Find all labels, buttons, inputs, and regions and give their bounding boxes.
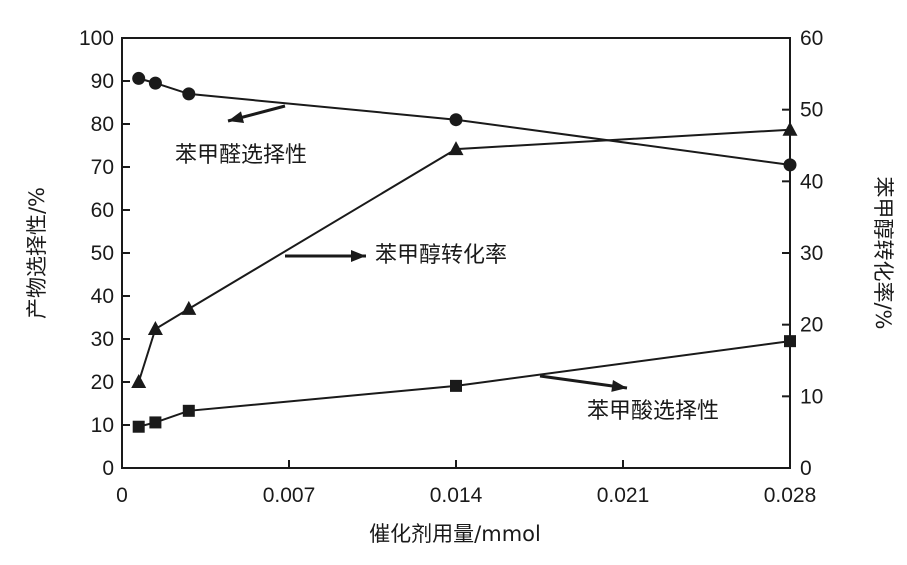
left-y-tick-label: 0 bbox=[102, 457, 114, 480]
left-y-axis-title: 产物选择性/% bbox=[25, 187, 49, 319]
left-y-tick-label: 30 bbox=[91, 328, 114, 351]
annotation-arrow-benzoic-acid-head bbox=[611, 380, 627, 392]
annotation-arrow-benzaldehyde-head bbox=[228, 111, 245, 123]
left-y-tick-label: 100 bbox=[79, 27, 114, 50]
right-y-axis: 0 10 20 30 40 50 60 bbox=[782, 27, 823, 480]
left-y-tick-label: 10 bbox=[91, 414, 114, 437]
data-point-benzaldehyde bbox=[449, 113, 463, 127]
data-point-conversion bbox=[782, 121, 798, 136]
x-tick-label: 0 bbox=[116, 484, 128, 507]
right-y-tick-label: 50 bbox=[800, 99, 823, 122]
annotation-arrow-conversion-head bbox=[351, 250, 366, 262]
data-point-conversion bbox=[181, 300, 197, 315]
right-y-tick-label: 30 bbox=[800, 242, 823, 265]
left-y-tick-label: 20 bbox=[91, 371, 114, 394]
annotation-label-benzaldehyde: 苯甲醛选择性 bbox=[175, 143, 307, 168]
right-y-tick-label: 20 bbox=[800, 314, 823, 337]
right-y-tick-label: 0 bbox=[800, 457, 812, 480]
data-point-benzoic-acid bbox=[784, 335, 796, 348]
left-y-axis: 0 10 20 30 40 50 60 70 80 90 100 bbox=[79, 27, 130, 480]
right-y-tick-label: 60 bbox=[800, 27, 823, 50]
x-tick-label: 0.014 bbox=[430, 484, 483, 507]
data-point-benzoic-acid bbox=[450, 379, 462, 392]
x-axis: 0 0.007 0.014 0.021 0.028 bbox=[116, 460, 816, 507]
x-tick-label: 0.021 bbox=[597, 484, 650, 507]
left-y-tick-label: 50 bbox=[91, 242, 114, 265]
left-y-tick-label: 70 bbox=[91, 156, 114, 179]
left-y-tick-label: 40 bbox=[91, 285, 114, 308]
x-axis-title: 催化剂用量/mmol bbox=[369, 522, 541, 546]
data-point-conversion bbox=[147, 320, 163, 335]
annotation-label-benzoic-acid: 苯甲酸选择性 bbox=[587, 399, 719, 424]
data-point-benzaldehyde bbox=[132, 71, 146, 85]
annotation-label-conversion: 苯甲醇转化率 bbox=[375, 243, 507, 268]
data-point-benzoic-acid bbox=[132, 420, 145, 433]
data-point-benzoic-acid bbox=[149, 416, 162, 429]
x-tick-label: 0.007 bbox=[263, 484, 316, 507]
data-point-conversion bbox=[131, 374, 147, 388]
left-y-tick-label: 80 bbox=[91, 113, 114, 136]
right-y-tick-label: 40 bbox=[800, 170, 823, 193]
right-y-tick-label: 10 bbox=[800, 385, 823, 408]
left-y-tick-label: 60 bbox=[91, 199, 114, 222]
data-point-benzaldehyde bbox=[182, 87, 196, 101]
series-layer bbox=[131, 71, 798, 433]
x-tick-label: 0.028 bbox=[764, 484, 817, 507]
data-point-benzoic-acid bbox=[182, 404, 195, 417]
data-point-benzaldehyde bbox=[783, 158, 797, 172]
left-y-tick-label: 90 bbox=[91, 70, 114, 93]
right-y-axis-title: 苯甲醇转化率/% bbox=[871, 176, 895, 329]
data-point-benzaldehyde bbox=[148, 76, 162, 90]
data-point-conversion bbox=[448, 141, 464, 156]
